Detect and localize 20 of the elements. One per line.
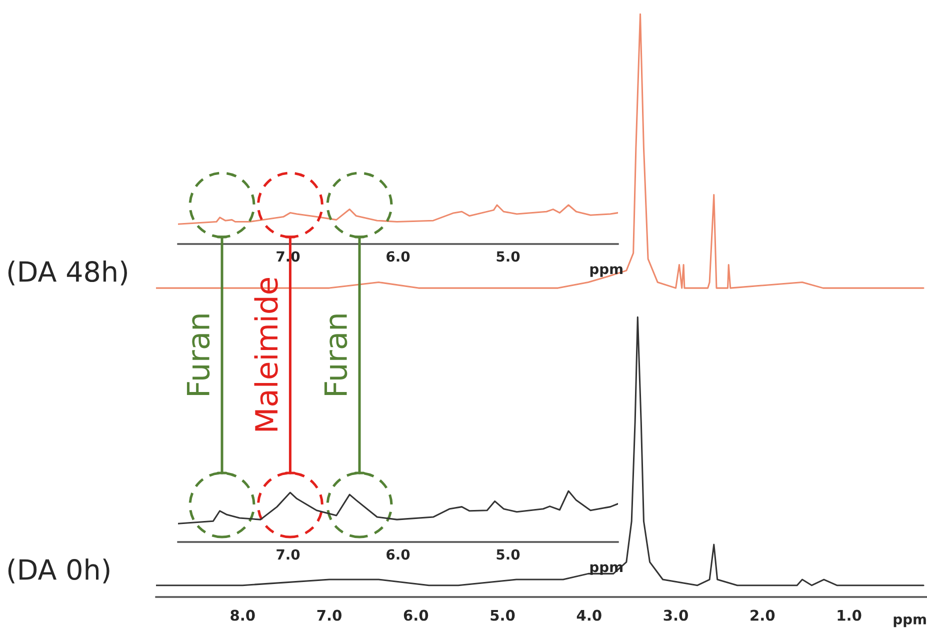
x-tick-label: 7.0: [276, 549, 300, 560]
x-tick-label: 8.0: [230, 610, 255, 621]
x-tick-label: 1.0: [838, 610, 862, 621]
x-tick-label: 5.0: [496, 251, 520, 262]
x-tick-label: 6.0: [386, 549, 410, 560]
x-tick-label: 4.0: [576, 610, 602, 621]
x-tick-label: 6.0: [404, 610, 428, 621]
x-tick-label: 3.0: [664, 610, 688, 621]
x-axis-title: ppm: [590, 266, 622, 277]
ref-line-label: Furan: [324, 314, 348, 395]
ref-line-label: Maleimide: [254, 278, 278, 431]
x-tick-label: 7.0: [317, 610, 342, 621]
x-tick-label: 5.0: [496, 549, 520, 560]
x-tick-label: 5.0: [490, 610, 515, 621]
x-axis-title: ppm: [894, 616, 926, 628]
series-label: (DA 48h): [8, 260, 127, 286]
ref-line-label: Furan: [186, 314, 210, 395]
x-tick-label: 2.0: [750, 610, 775, 621]
x-tick-label: 6.0: [386, 251, 410, 262]
series-label: (DA 0h): [8, 558, 110, 584]
